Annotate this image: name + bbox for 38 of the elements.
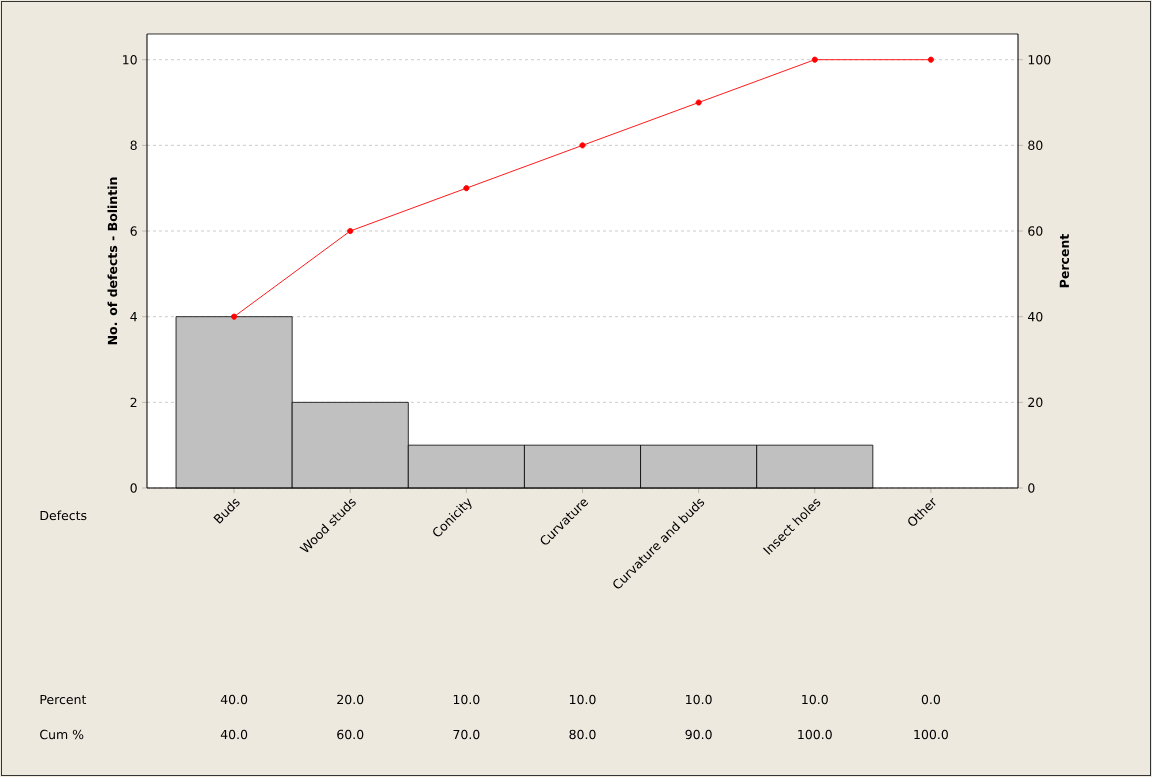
data-label: 80.0 — [569, 729, 596, 740]
y2-tick-label: 60 — [1028, 226, 1043, 236]
point — [695, 99, 702, 106]
data-label: 100.0 — [798, 729, 832, 740]
y-tick-label: 8 — [130, 140, 137, 151]
data-label: 60.0 — [337, 729, 364, 740]
x-axis-title: Defects — [40, 510, 87, 521]
y2-tick-label: 80 — [1028, 140, 1043, 151]
y2-tick-label: 20 — [1028, 397, 1043, 408]
point — [347, 227, 354, 235]
text: Cum % — [40, 729, 84, 740]
y2-axis-title: Percent — [1059, 234, 1070, 288]
point — [811, 56, 818, 63]
text: Percent — [40, 694, 87, 705]
y-tick-label: 6 — [130, 226, 137, 236]
y-axis-title: No. of defects - Bolintin — [107, 177, 118, 345]
text: 0.0 — [921, 694, 941, 705]
text: 10.0 — [569, 694, 596, 705]
text: 10.0 — [686, 694, 712, 705]
y-tick-label: 0 — [130, 483, 137, 493]
data-label: 70.0 — [453, 729, 480, 740]
text: 40.0 — [220, 694, 248, 705]
text: 20.0 — [337, 694, 364, 705]
data-label: 90.0 — [685, 729, 712, 740]
point — [579, 142, 586, 149]
point — [927, 56, 934, 63]
text: 10.0 — [453, 694, 480, 705]
y2-tick-label: 40 — [1027, 311, 1043, 322]
point — [463, 185, 470, 192]
y2-tick-label: 0 — [1028, 483, 1035, 493]
y-tick-label: 4 — [130, 312, 137, 322]
y-tick-label: 10 — [123, 54, 137, 65]
y2-tick-label: 100 — [1028, 54, 1051, 65]
text: 10.0 — [802, 694, 828, 705]
data-label: 40.0 — [220, 729, 248, 740]
y-tick-label: 2 — [130, 397, 137, 407]
data-label: 100.0 — [914, 729, 948, 740]
point — [231, 313, 238, 320]
